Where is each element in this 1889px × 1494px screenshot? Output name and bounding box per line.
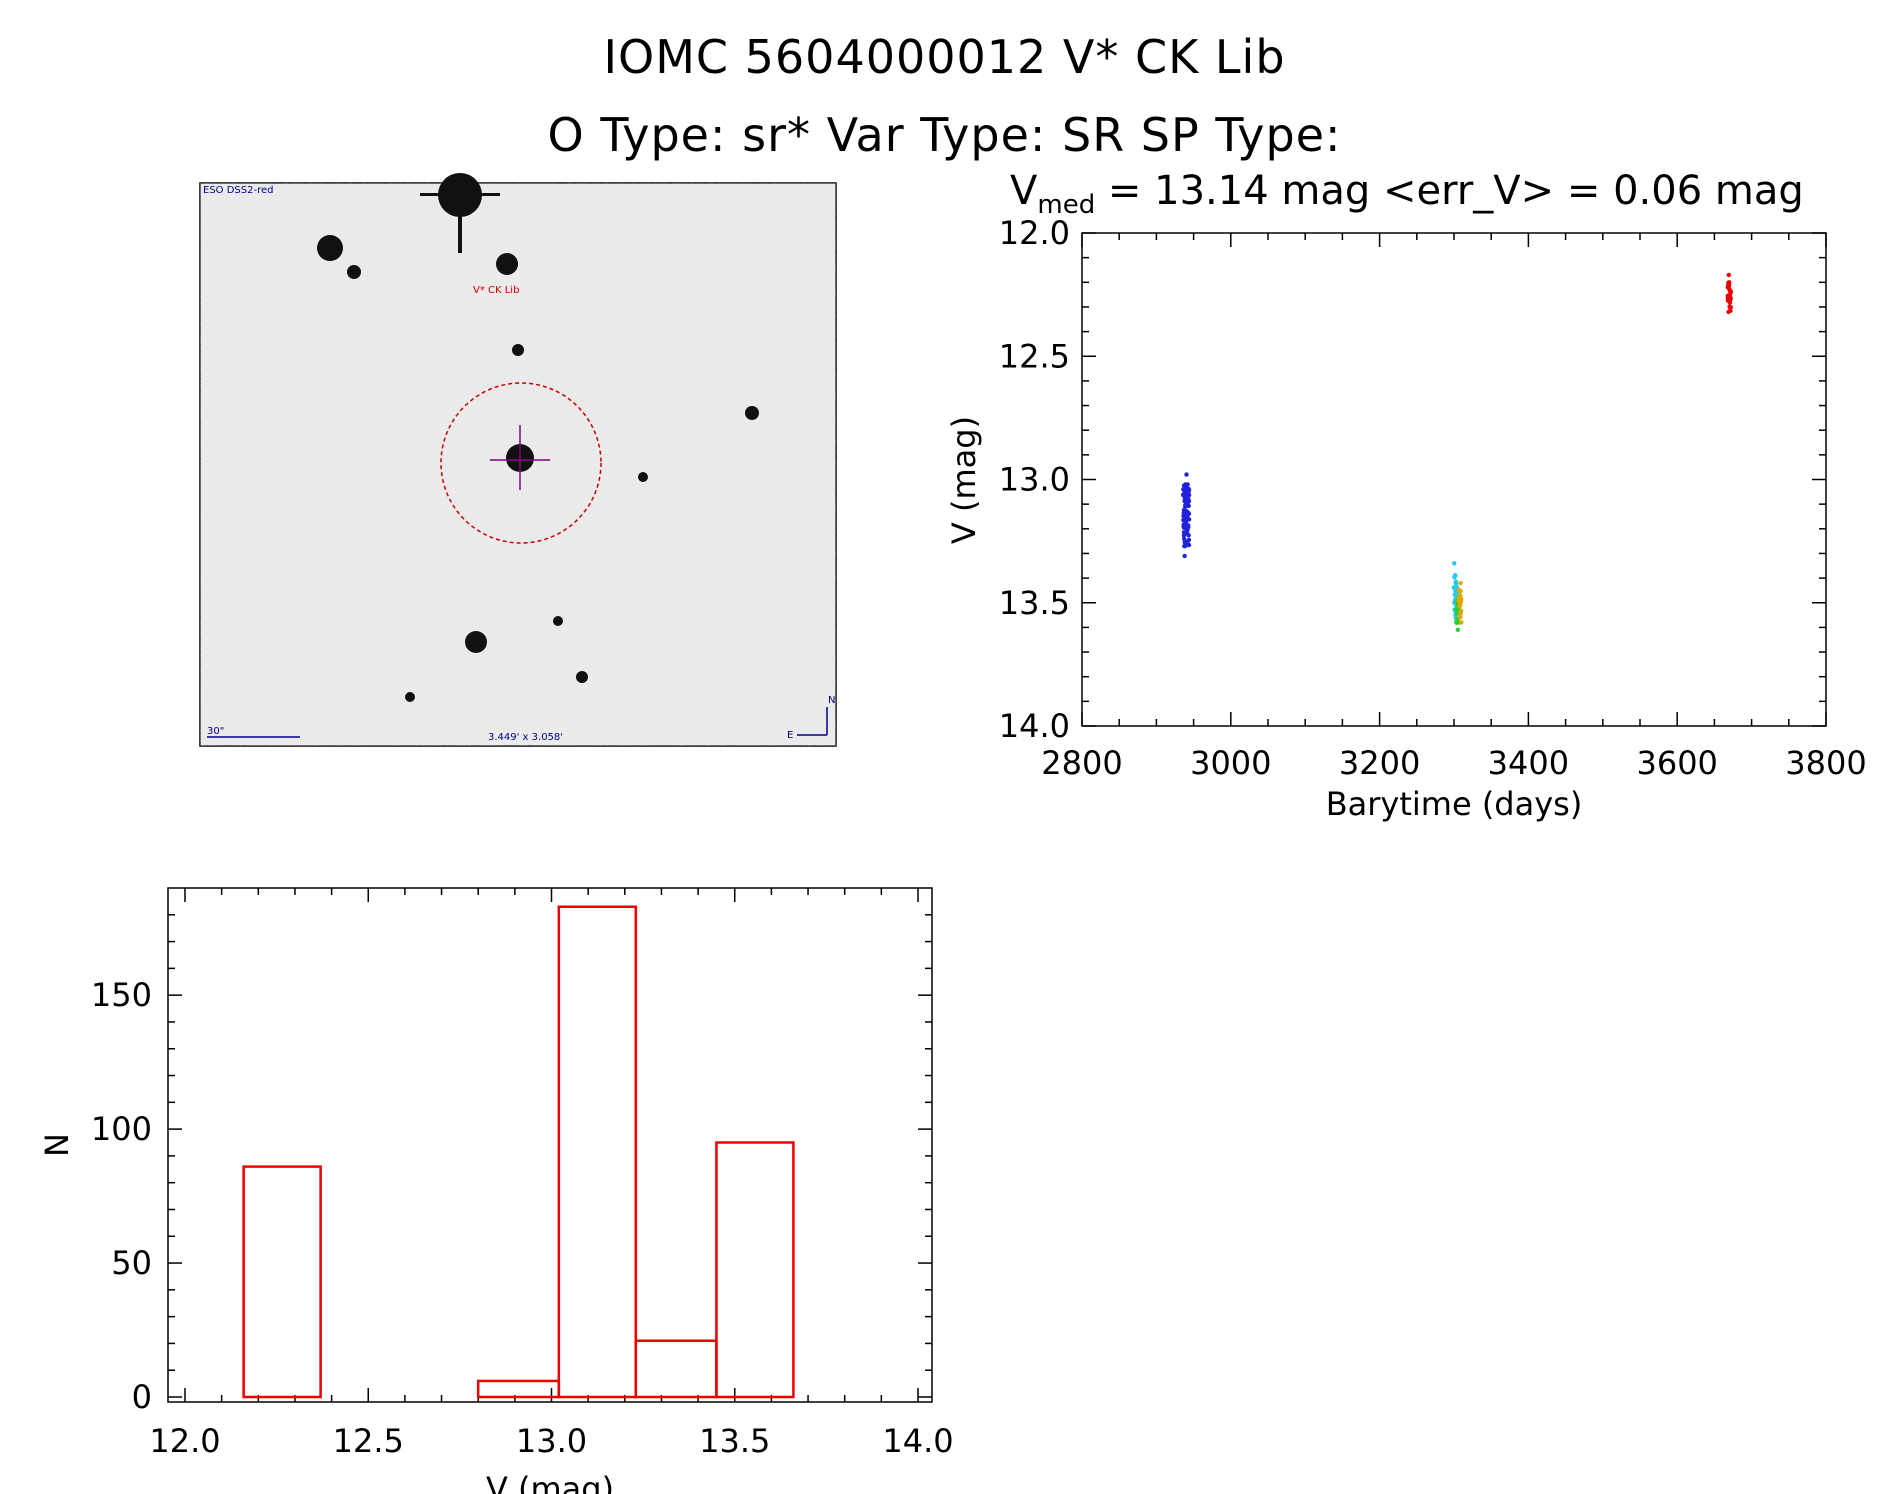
data-point [1181, 487, 1186, 492]
y-tick-label: 50 [111, 1244, 152, 1282]
data-point [1185, 523, 1191, 528]
histogram-plot: 12.0 12.5 13.0 13.5 14.0 0 50 100 150 V (mag) N [38, 887, 954, 1494]
y-tick-label: 12.0 [999, 214, 1070, 252]
x-tick-label: 12.5 [333, 1422, 404, 1460]
data-point [1186, 532, 1191, 538]
histogram-bar [242, 1165, 322, 1399]
x-tick-label: 13.5 [699, 1422, 770, 1460]
data-point [1186, 517, 1192, 522]
data-point [1184, 483, 1189, 489]
data-point [1452, 561, 1457, 566]
east-label: E [787, 730, 793, 741]
star [512, 344, 524, 356]
chart-title-line2: O Type: sr* Var Type: SR SP Type: [547, 108, 1342, 162]
data-point [1182, 553, 1187, 559]
histogram-ticks: 12.0 12.5 13.0 13.5 14.0 0 50 100 150 [91, 888, 954, 1460]
data-point [1186, 489, 1191, 494]
x-tick-label: 3600 [1636, 744, 1717, 782]
lightcurve-axes-frame [1081, 232, 1827, 727]
star [576, 671, 588, 683]
y-tick-label: 150 [91, 976, 152, 1014]
histogram-bar [557, 905, 638, 1399]
data-point [1182, 543, 1188, 549]
data-point [1454, 611, 1460, 616]
star [405, 692, 415, 702]
lightcurve-title: Vmed = 13.14 mag <err_V> = 0.06 mag [1010, 168, 1804, 220]
data-point [1183, 499, 1188, 504]
data-point [1726, 283, 1732, 288]
data-point [1458, 615, 1463, 620]
histogram-axes-frame [167, 887, 933, 1403]
field-stars [317, 173, 759, 702]
object-label: V* CK Lib [473, 285, 519, 296]
data-point [1183, 539, 1188, 544]
x-tick-label: 13.0 [516, 1422, 587, 1460]
lightcurve-points [1180, 272, 1733, 633]
y-tick-label: 14.0 [999, 707, 1070, 745]
x-tick-label: 12.0 [149, 1422, 220, 1460]
lightcurve-ticks: 2800 3000 3200 3400 3600 3800 12.0 12.5 13.0 13.5… [999, 214, 1867, 782]
data-point [1182, 493, 1188, 499]
data-point [1726, 272, 1732, 278]
finder-image: ESO DSS2-red V* CK Lib 30" 3.449' x 3.05… [199, 173, 837, 747]
data-point [1184, 472, 1189, 477]
star [465, 631, 487, 653]
data-point [1727, 300, 1733, 305]
histogram-x-axis-label: V (mag) [486, 1470, 614, 1494]
star-spike [420, 193, 500, 196]
x-tick-label: 3800 [1785, 744, 1866, 782]
y-tick-label: 0 [132, 1378, 152, 1416]
star [745, 406, 759, 420]
data-point [1181, 533, 1187, 538]
data-point [1459, 620, 1464, 625]
y-tick-label: 100 [91, 1110, 152, 1148]
lightcurve-x-axis-label: Barytime (days) [1326, 785, 1583, 823]
data-point [1728, 308, 1733, 313]
data-point [1452, 575, 1457, 580]
data-point [1456, 587, 1462, 592]
histogram-bar [476, 1379, 561, 1399]
data-point [1183, 510, 1188, 515]
histogram-bar [715, 1141, 795, 1399]
x-tick-label: 2800 [1041, 744, 1122, 782]
data-point [1727, 293, 1732, 299]
x-tick-label: 3000 [1190, 744, 1271, 782]
y-tick-label: 13.5 [999, 584, 1070, 622]
lightcurve-plot: 2800 3000 3200 3400 3600 3800 12.0 12.5 13.0 13.5… [945, 214, 1867, 823]
lightcurve-y-axis-label: V (mag) [945, 416, 983, 544]
x-tick-label: 3200 [1339, 744, 1420, 782]
survey-label: ESO DSS2-red [203, 185, 273, 196]
histogram-bars [242, 905, 795, 1399]
scale-label: 30" [207, 726, 224, 737]
data-point [1457, 604, 1462, 609]
chart-title-line1: IOMC 5604000012 V* CK Lib [603, 30, 1286, 84]
data-point [1728, 289, 1733, 294]
star [317, 235, 343, 261]
data-point [1451, 585, 1457, 591]
star [347, 265, 361, 279]
y-tick-label: 12.5 [999, 337, 1070, 375]
data-point [1455, 627, 1461, 633]
data-point [1452, 592, 1457, 597]
fov-label: 3.449' x 3.058' [488, 732, 563, 743]
star-spike [458, 183, 462, 253]
histogram-bar [634, 1339, 718, 1399]
star [638, 472, 648, 482]
x-tick-label: 3400 [1488, 744, 1569, 782]
north-label: N [828, 695, 835, 706]
data-point [1727, 305, 1733, 310]
data-point [1455, 618, 1460, 623]
target-circle [440, 382, 602, 544]
data-point [1184, 528, 1190, 533]
x-tick-label: 14.0 [882, 1422, 953, 1460]
data-point [1186, 503, 1191, 509]
histogram-y-axis-label: N [38, 1133, 76, 1157]
data-point [1456, 598, 1461, 604]
y-tick-label: 13.0 [999, 461, 1070, 499]
data-point [1458, 580, 1463, 586]
star [553, 616, 563, 626]
star [496, 253, 518, 275]
data-point [1459, 608, 1464, 613]
